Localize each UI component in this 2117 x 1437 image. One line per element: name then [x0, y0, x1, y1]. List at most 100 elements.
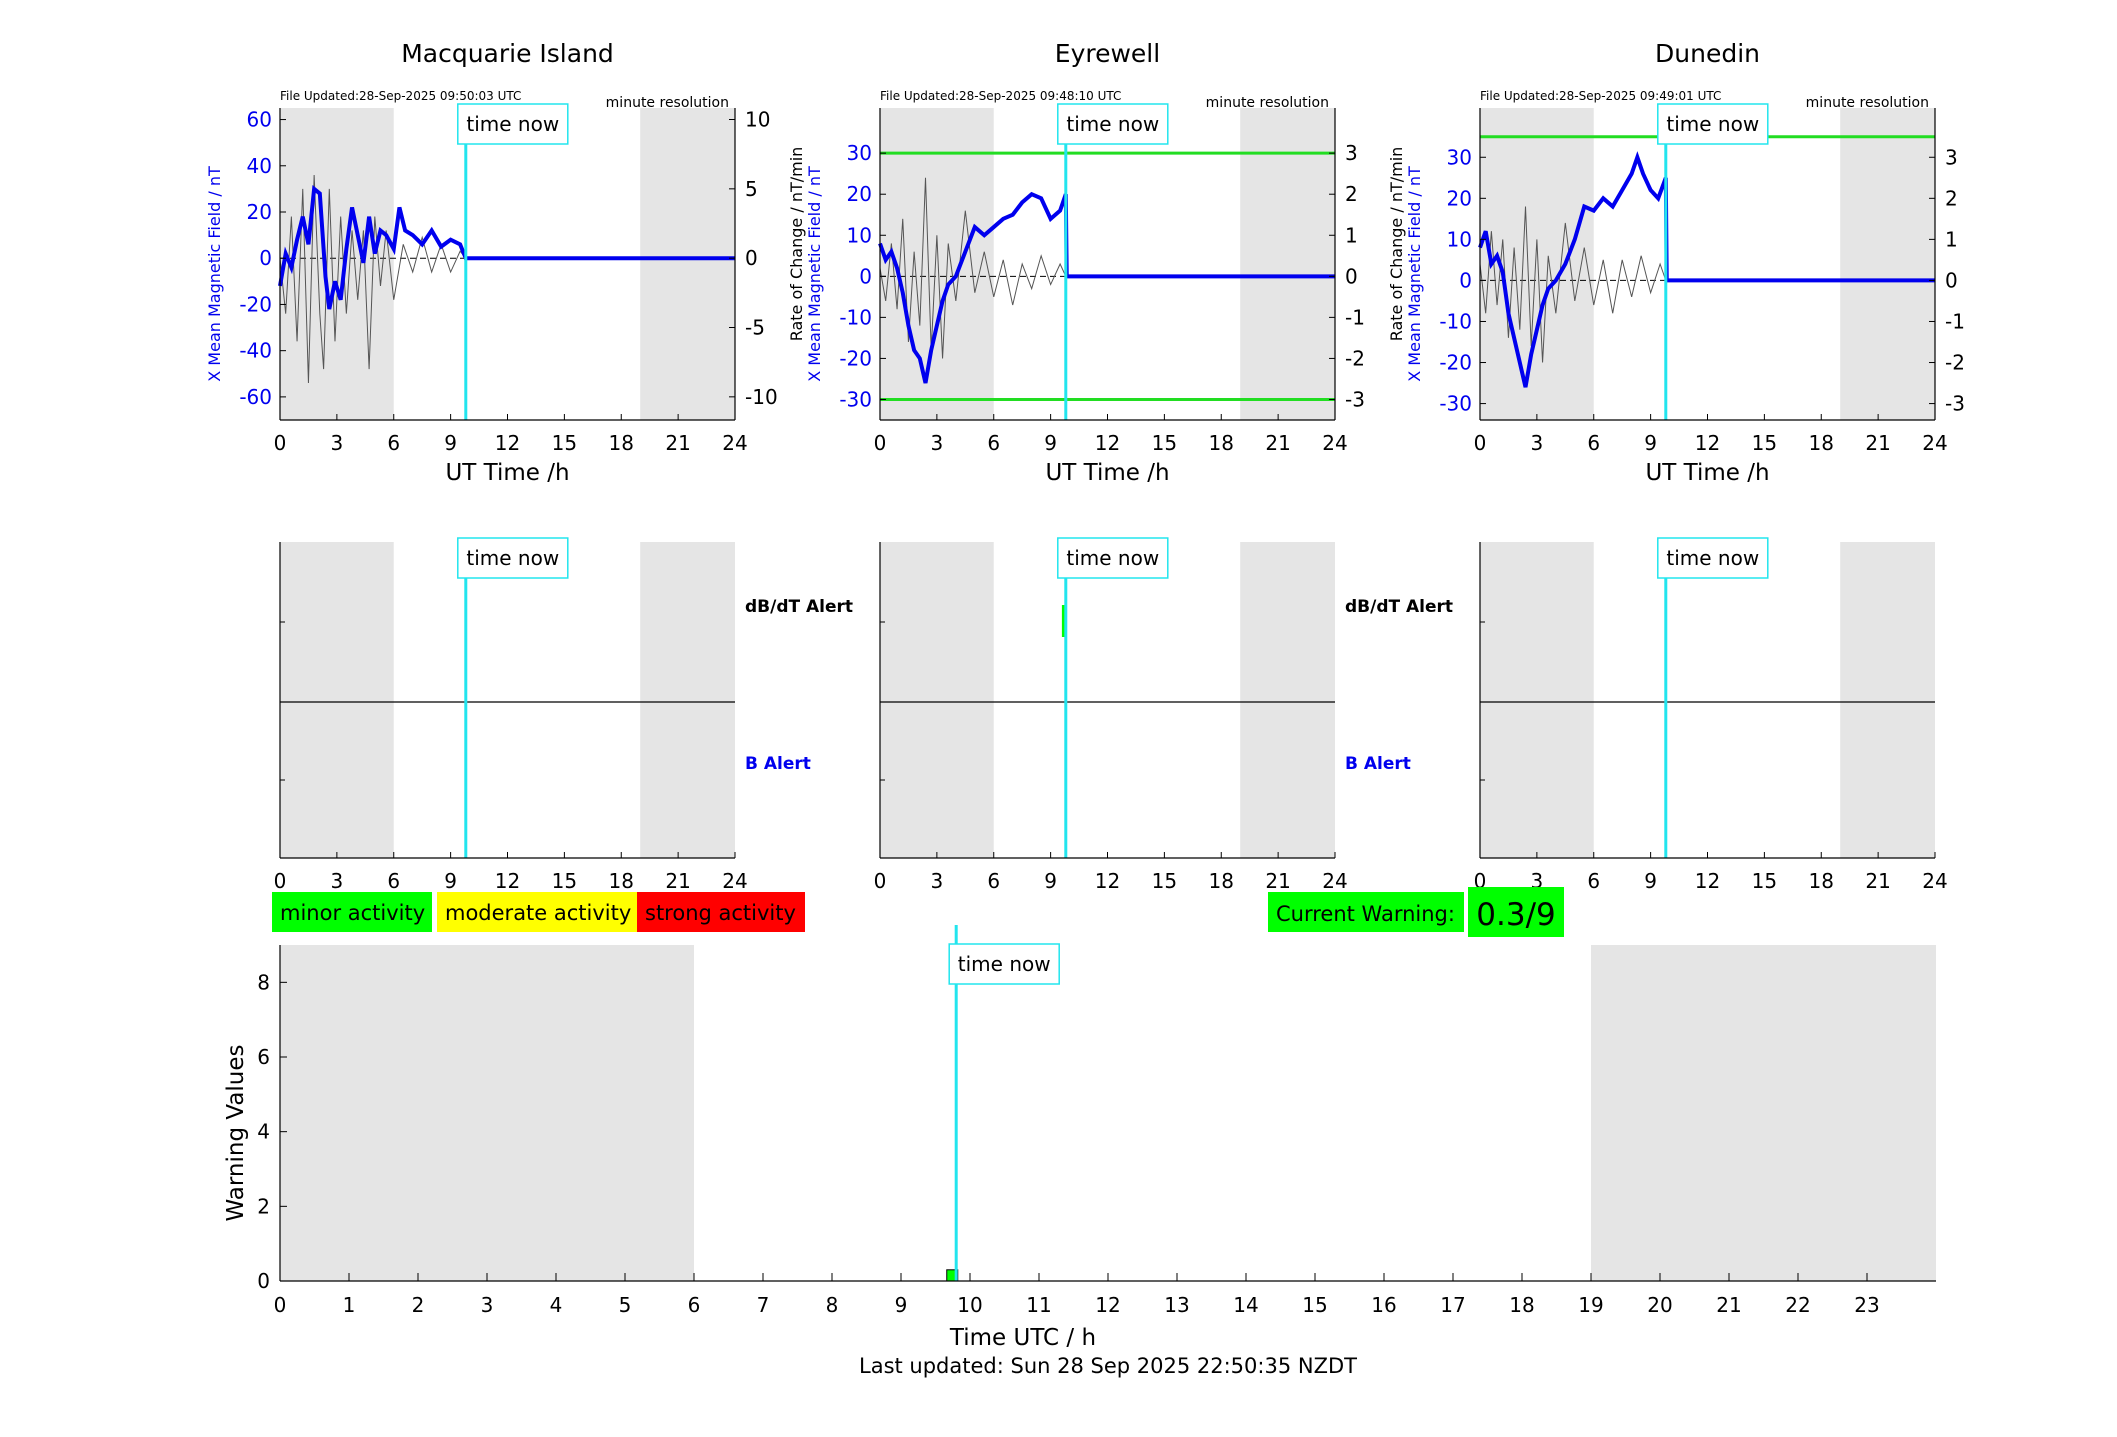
right-tick-label: 3: [1345, 141, 1358, 165]
station-panel-1: Eyrewell File Updated:28-Sep-2025 09:48:1…: [787, 39, 1453, 893]
y-tick-label: 2: [257, 1194, 270, 1218]
x-tick-label: 9: [1044, 869, 1057, 893]
x-axis-label: UT Time /h: [1645, 460, 1769, 486]
x-tick-label: 13: [1164, 1293, 1189, 1317]
x-tick-label: 2: [412, 1293, 425, 1317]
station-panel-2: Dunedin File Updated:28-Sep-2025 09:49:01…: [1387, 39, 1965, 893]
x-tick-label: 21: [665, 431, 690, 455]
x-tick-label: 15: [1752, 431, 1777, 455]
x-tick-label: 23: [1854, 1293, 1879, 1317]
night-shade: [280, 945, 694, 1281]
time-now-box: [1057, 537, 1169, 579]
x-tick-label: 3: [931, 869, 944, 893]
x-tick-label: 21: [1265, 431, 1290, 455]
left-axis-label: X Mean Magnetic Field / nT: [805, 166, 824, 382]
x-tick-label: 4: [550, 1293, 563, 1317]
x-tick-label: 15: [1152, 431, 1177, 455]
right-tick-label: -2: [1945, 351, 1965, 375]
current-warning: Current Warning: 0.3/9: [1268, 887, 1564, 937]
file-updated-text: File Updated:28-Sep-2025 09:49:01 UTC: [1480, 89, 1721, 103]
x-axis-label: UT Time /h: [1045, 460, 1169, 486]
x-tick-label: 0: [274, 1293, 287, 1317]
field-series: [878, 191, 1335, 384]
x-tick-label: 12: [1095, 869, 1120, 893]
x-tick-label: 3: [331, 869, 344, 893]
right-tick-label: 0: [745, 246, 758, 270]
left-tick-label: 10: [1447, 227, 1472, 251]
x-tick-label: 0: [274, 869, 287, 893]
right-tick-label: 1: [1945, 227, 1958, 251]
x-tick-label: 24: [1322, 869, 1347, 893]
x-tick-label: 24: [1922, 431, 1947, 455]
x-tick-label: 3: [331, 431, 344, 455]
right-tick-label: -3: [1345, 387, 1365, 411]
x-tick-label: 18: [1809, 431, 1834, 455]
x-tick-label: 9: [1644, 431, 1657, 455]
time-now-label: time now: [958, 952, 1051, 976]
left-tick-label: -60: [239, 385, 272, 409]
x-tick-label: 16: [1371, 1293, 1396, 1317]
right-tick-label: -3: [1945, 392, 1965, 416]
x-tick-label: 21: [1265, 869, 1290, 893]
time-now-box: [948, 943, 1060, 985]
activity-legend: minor activity moderate activity strong ac…: [272, 892, 805, 932]
x-tick-label: 0: [1474, 431, 1487, 455]
x-tick-label: 18: [609, 869, 634, 893]
x-tick-label: 9: [444, 869, 457, 893]
x-tick-label: 3: [931, 431, 944, 455]
x-tick-label: 24: [722, 431, 747, 455]
field-chart: time now 60 40 20 0 -20 -40 -60 10 5 0 -5 -10 0 3 6 9 12 1…: [205, 103, 778, 486]
left-tick-label: -40: [239, 339, 272, 363]
field-series: [278, 185, 735, 310]
resolution-text: minute resolution: [606, 95, 729, 111]
legend-minor-label: minor activity: [280, 901, 425, 925]
x-tick-label: 6: [1587, 869, 1600, 893]
y-tick-label: 4: [257, 1120, 270, 1144]
field-series: [1478, 151, 1935, 388]
x-tick-label: 22: [1785, 1293, 1810, 1317]
x-tick-label: 15: [1152, 869, 1177, 893]
night-shade: [880, 542, 994, 858]
night-shade: [1840, 542, 1935, 858]
x-tick-label: 12: [1095, 1293, 1120, 1317]
x-tick-label: 12: [1095, 431, 1120, 455]
file-updated-text: File Updated:28-Sep-2025 09:50:03 UTC: [280, 89, 521, 103]
x-tick-label: 9: [1644, 869, 1657, 893]
x-axis-label: Time UTC / h: [949, 1325, 1096, 1351]
left-tick-label: -10: [839, 305, 872, 329]
legend-moderate-label: moderate activity: [445, 901, 631, 925]
time-now-label: time now: [466, 546, 559, 570]
time-now-box: [1057, 103, 1169, 145]
current-warning-label: Current Warning:: [1276, 902, 1455, 926]
legend-strong-swatch: [637, 892, 805, 932]
x-tick-label: 9: [1044, 431, 1057, 455]
x-tick-label: 21: [1716, 1293, 1741, 1317]
left-axis-label: X Mean Magnetic Field / nT: [205, 166, 224, 382]
current-warning-label-box: [1268, 892, 1464, 932]
x-tick-label: 18: [1209, 869, 1234, 893]
x-tick-label: 19: [1578, 1293, 1603, 1317]
rate-of-change-series: [879, 177, 1335, 359]
left-tick-label: -20: [1439, 351, 1472, 375]
x-tick-label: 6: [387, 869, 400, 893]
right-tick-label: 1: [1345, 223, 1358, 247]
x-tick-label: 0: [874, 869, 887, 893]
x-tick-label: 14: [1233, 1293, 1258, 1317]
rate-of-change-series: [279, 174, 735, 383]
time-now-label: time now: [1666, 546, 1759, 570]
db-alert-label: dB/dT Alert: [745, 597, 853, 617]
x-tick-label: 6: [387, 431, 400, 455]
y-tick-label: 6: [257, 1045, 270, 1069]
x-tick-label: 6: [688, 1293, 701, 1317]
left-tick-label: -30: [839, 387, 872, 411]
x-tick-label: 3: [481, 1293, 494, 1317]
left-tick-label: 20: [247, 200, 272, 224]
x-axis-label: UT Time /h: [445, 460, 569, 486]
x-tick-label: 6: [987, 431, 1000, 455]
x-tick-label: 11: [1026, 1293, 1051, 1317]
alert-chart: time now 0 3 6 9 12 15 18 21 24 dB/dT Alert B Alert: [274, 537, 853, 893]
